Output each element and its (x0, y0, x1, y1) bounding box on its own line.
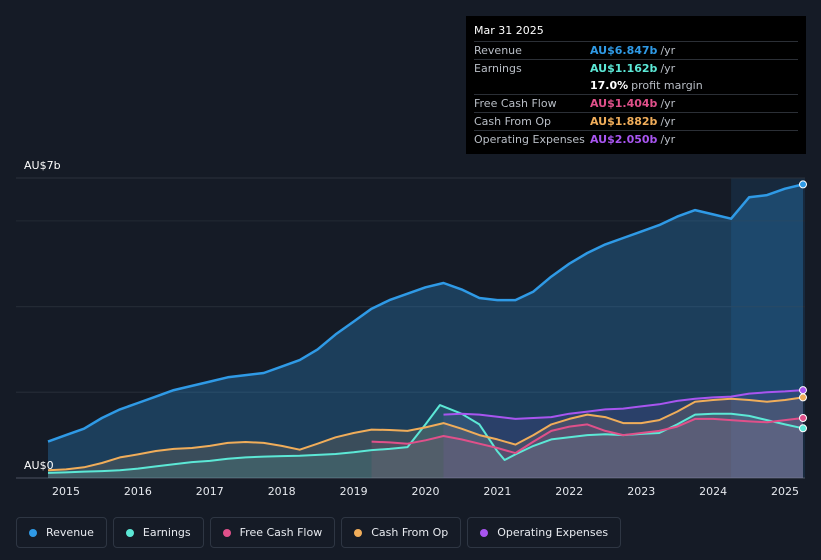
legend-item-cash-from-op[interactable]: Cash From Op (341, 517, 462, 548)
tooltip-row-label: Revenue (474, 44, 522, 57)
tooltip-row-label: Operating Expenses (474, 133, 585, 146)
legend-dot-icon (222, 528, 231, 537)
earnings-area (48, 405, 803, 478)
tooltip-row-unit: /yr (660, 44, 676, 57)
tooltip-row-label: Earnings (474, 62, 522, 75)
x-tick-label: 2024 (699, 485, 728, 498)
x-tick-label: 2022 (555, 485, 584, 498)
cash-from-op-endpoint (799, 393, 807, 402)
tooltip-row: 17.0% profit margin (474, 77, 798, 94)
legend-dot-icon (480, 528, 489, 537)
x-tick-label: 2023 (627, 485, 656, 498)
tooltip-row-unit: /yr (660, 115, 676, 128)
legend-label: Cash From Op (371, 526, 449, 539)
tooltip-row-unit: /yr (660, 62, 676, 75)
legend-dot-icon (354, 528, 363, 537)
tooltip-row-value: 17.0% (590, 79, 629, 92)
tooltip-row-value: AU$6.847b (590, 44, 658, 57)
legend-item-free-cash-flow[interactable]: Free Cash Flow (209, 517, 336, 548)
free-cash-flow-line (371, 417, 804, 455)
legend-label: Earnings (142, 526, 191, 539)
operating-expenses-endpoint (799, 386, 807, 395)
tooltip-row: Cash From Op AU$1.882b/yr (474, 112, 798, 130)
operating-expenses-area (443, 390, 803, 478)
legend-label: Revenue (46, 526, 94, 539)
legend-item-earnings[interactable]: Earnings (112, 517, 204, 548)
tooltip-row-unit: /yr (660, 133, 676, 146)
x-tick-label: 2015 (51, 485, 80, 498)
legend-item-operating-expenses[interactable]: Operating Expenses (467, 517, 622, 548)
legend-dot-icon (125, 528, 134, 537)
legend-item-revenue[interactable]: Revenue (16, 517, 107, 548)
x-tick-label: 2018 (267, 485, 296, 498)
legend-label: Free Cash Flow (239, 526, 323, 539)
tooltip-row: Revenue AU$6.847b/yr (474, 41, 798, 59)
operating-expenses-line (443, 389, 804, 420)
tooltip-row-value: AU$1.404b (590, 97, 658, 110)
revenue-area (48, 184, 803, 478)
revenue-endpoint (799, 180, 807, 189)
x-tick-label: 2016 (123, 485, 152, 498)
revenue-line (47, 183, 804, 443)
legend-dot-icon (29, 528, 37, 537)
tooltip-row-unit: /yr (660, 97, 676, 110)
x-tick-label: 2021 (483, 485, 512, 498)
tooltip-row-value: AU$1.162b (590, 62, 658, 75)
earnings-line (47, 404, 804, 474)
cash-from-op-line (47, 396, 804, 472)
x-tick-label: 2025 (771, 485, 800, 498)
y-axis-max-label: AU$7b (24, 159, 61, 172)
x-tick-label: 2020 (411, 485, 440, 498)
y-axis-min-label: AU$0 (24, 459, 54, 472)
tooltip-row: Free Cash Flow AU$1.404b/yr (474, 94, 798, 112)
recent-period-highlight (731, 178, 805, 478)
x-tick-label: 2019 (339, 485, 368, 498)
free-cash-flow-area (371, 418, 803, 478)
tooltip-row: Operating Expenses AU$2.050b/yr (474, 130, 798, 148)
tooltip-row-unit: profit margin (631, 79, 703, 92)
tooltip-row-label: Cash From Op (474, 115, 552, 128)
legend-label: Operating Expenses (497, 526, 609, 539)
data-tooltip: Mar 31 2025 Revenue AU$6.847b/yr Earnings A… (466, 16, 806, 154)
tooltip-row-label (474, 77, 590, 94)
tooltip-row-label: Free Cash Flow (474, 97, 557, 110)
tooltip-row-value: AU$2.050b (590, 133, 658, 146)
free-cash-flow-endpoint (799, 414, 807, 422)
chart-legend: Revenue Earnings Free Cash Flow Cash From O… (16, 517, 622, 548)
x-tick-label: 2017 (195, 485, 224, 498)
tooltip-row-value: AU$1.882b (590, 115, 658, 128)
tooltip-date: Mar 31 2025 (474, 24, 544, 37)
earnings-endpoint (799, 424, 807, 433)
tooltip-row: Earnings AU$1.162b/yr (474, 59, 798, 77)
